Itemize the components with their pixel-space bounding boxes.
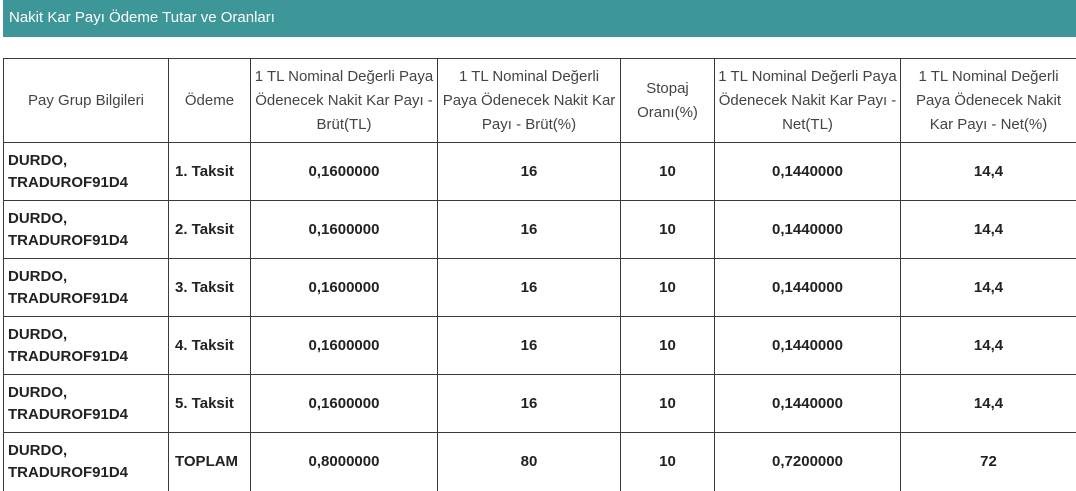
withholding-cell: 10	[620, 200, 715, 259]
net-pct-cell: 14,4	[900, 258, 1076, 317]
table-row: DURDO, TRADUROF91D4 4. Taksit 0,1600000 1…	[3, 316, 1076, 375]
table-row-total: DURDO, TRADUROF91D4 TOPLAM 0,8000000 80 1…	[3, 432, 1076, 491]
table-row: DURDO, TRADUROF91D4 2. Taksit 0,1600000 1…	[3, 200, 1076, 259]
pay-group-name: DURDO,	[8, 151, 68, 169]
table-row: DURDO, TRADUROF91D4 3. Taksit 0,1600000 1…	[3, 258, 1076, 317]
table-row: DURDO, TRADUROF91D4 1. Taksit 0,1600000 1…	[3, 142, 1076, 201]
payment-cell: 5. Taksit	[168, 374, 251, 433]
payment-cell: TOPLAM	[168, 432, 251, 491]
pay-group-cell: DURDO, TRADUROF91D4	[3, 142, 169, 201]
pay-group-name: DURDO,	[8, 383, 68, 401]
net-pct-cell: 14,4	[900, 374, 1076, 433]
withholding-cell: 10	[620, 316, 715, 375]
withholding-cell: 10	[620, 374, 715, 433]
column-header-withholding: Stopaj Oranı(%)	[620, 58, 715, 143]
gross-tl-cell: 0,1600000	[250, 258, 438, 317]
net-tl-cell: 0,1440000	[714, 374, 901, 433]
gross-tl-cell: 0,8000000	[250, 432, 438, 491]
net-pct-cell: 72	[900, 432, 1076, 491]
net-tl-cell: 0,1440000	[714, 142, 901, 201]
section-title: Nakit Kar Payı Ödeme Tutar ve Oranları	[9, 9, 275, 26]
pay-group-code: TRADUROF91D4	[8, 405, 129, 423]
pay-group-name: DURDO,	[8, 209, 68, 227]
net-pct-cell: 14,4	[900, 200, 1076, 259]
gross-pct-cell: 80	[437, 432, 621, 491]
gross-pct-cell: 16	[437, 374, 621, 433]
pay-group-cell: DURDO, TRADUROF91D4	[3, 374, 169, 433]
gross-tl-cell: 0,1600000	[250, 142, 438, 201]
gross-pct-cell: 16	[437, 258, 621, 317]
gross-pct-cell: 16	[437, 142, 621, 201]
section-header: Nakit Kar Payı Ödeme Tutar ve Oranları	[3, 0, 1076, 37]
gross-tl-cell: 0,1600000	[250, 374, 438, 433]
pay-group-name: DURDO,	[8, 267, 68, 285]
withholding-cell: 10	[620, 258, 715, 317]
pay-group-cell: DURDO, TRADUROF91D4	[3, 258, 169, 317]
net-tl-cell: 0,1440000	[714, 316, 901, 375]
column-header-group: Pay Grup Bilgileri	[3, 58, 169, 143]
dividend-table: Pay Grup Bilgileri Ödeme 1 TL Nominal De…	[3, 58, 1076, 491]
gross-tl-cell: 0,1600000	[250, 316, 438, 375]
withholding-cell: 10	[620, 432, 715, 491]
net-tl-cell: 0,1440000	[714, 200, 901, 259]
gross-pct-cell: 16	[437, 200, 621, 259]
table-header-row: Pay Grup Bilgileri Ödeme 1 TL Nominal De…	[3, 58, 1076, 143]
pay-group-code: TRADUROF91D4	[8, 347, 129, 365]
payment-cell: 4. Taksit	[168, 316, 251, 375]
payment-cell: 2. Taksit	[168, 200, 251, 259]
pay-group-cell: DURDO, TRADUROF91D4	[3, 316, 169, 375]
column-header-payment: Ödeme	[168, 58, 251, 143]
payment-cell: 1. Taksit	[168, 142, 251, 201]
payment-cell: 3. Taksit	[168, 258, 251, 317]
pay-group-cell: DURDO, TRADUROF91D4	[3, 200, 169, 259]
net-tl-cell: 0,7200000	[714, 432, 901, 491]
column-header-gross-tl: 1 TL Nominal Değerli Paya Ödenecek Nakit…	[250, 58, 438, 143]
withholding-cell: 10	[620, 142, 715, 201]
column-header-net-pct: 1 TL Nominal Değerli Paya Ödenecek Nakit…	[900, 58, 1076, 143]
pay-group-code: TRADUROF91D4	[8, 231, 129, 249]
net-pct-cell: 14,4	[900, 316, 1076, 375]
pay-group-code: TRADUROF91D4	[8, 463, 129, 481]
pay-group-cell: DURDO, TRADUROF91D4	[3, 432, 169, 491]
gross-tl-cell: 0,1600000	[250, 200, 438, 259]
column-header-net-tl: 1 TL Nominal Değerli Paya Ödenecek Nakit…	[714, 58, 901, 143]
pay-group-name: DURDO,	[8, 325, 68, 343]
gross-pct-cell: 16	[437, 316, 621, 375]
net-pct-cell: 14,4	[900, 142, 1076, 201]
column-header-gross-pct: 1 TL Nominal Değerli Paya Ödenecek Nakit…	[437, 58, 621, 143]
pay-group-code: TRADUROF91D4	[8, 289, 129, 307]
table-row: DURDO, TRADUROF91D4 5. Taksit 0,1600000 1…	[3, 374, 1076, 433]
net-tl-cell: 0,1440000	[714, 258, 901, 317]
pay-group-code: TRADUROF91D4	[8, 173, 129, 191]
pay-group-name: DURDO,	[8, 441, 68, 459]
